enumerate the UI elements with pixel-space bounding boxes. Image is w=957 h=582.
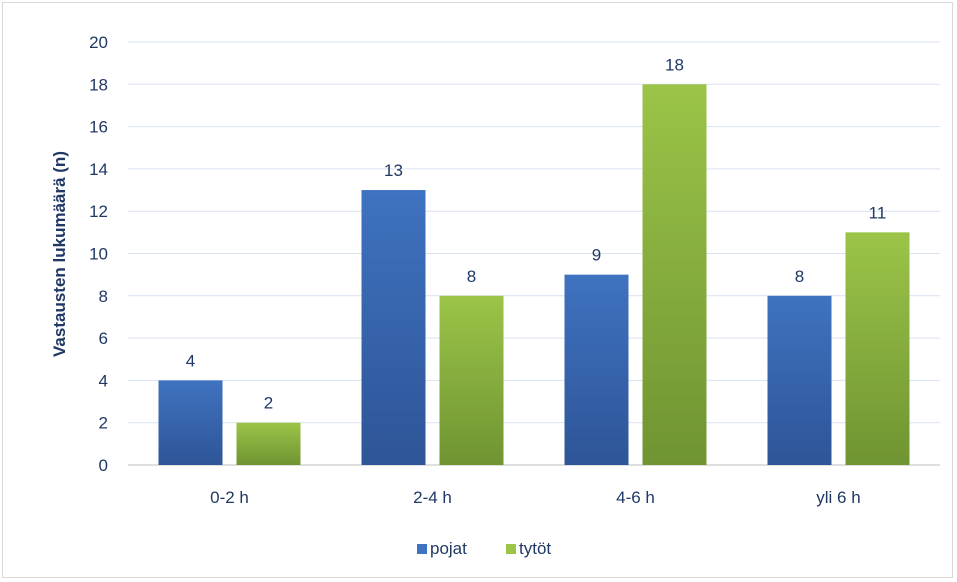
bar-pojat <box>767 295 832 465</box>
legend-label: tytöt <box>519 539 551 558</box>
y-tick-label: 0 <box>99 456 108 475</box>
bar-pojat <box>361 190 426 466</box>
y-tick-label: 2 <box>99 414 108 433</box>
y-tick-label: 12 <box>89 202 108 221</box>
y-tick-label: 8 <box>99 287 108 306</box>
bar-pojat <box>564 274 629 465</box>
bar-pojat <box>158 380 223 465</box>
y-tick-label: 14 <box>89 160 108 179</box>
legend-swatch <box>417 544 427 554</box>
data-label: 4 <box>186 351 195 370</box>
data-labels: 4 2 13 8 9 18 8 11 <box>186 55 887 412</box>
y-tick-label: 4 <box>99 371 108 390</box>
data-label: 8 <box>467 267 476 286</box>
y-tick-label: 10 <box>89 245 108 264</box>
bars <box>158 84 910 466</box>
data-label: 18 <box>665 55 684 74</box>
data-label: 11 <box>869 203 887 222</box>
data-label: 13 <box>384 161 403 180</box>
legend: pojat tytöt <box>417 539 551 558</box>
x-axis-categories: 0-2 h 2-4 h 4-6 h yli 6 h <box>210 488 861 507</box>
x-category-label: 4-6 h <box>616 488 655 507</box>
y-tick-label: 18 <box>89 75 108 94</box>
bar-tytöt <box>642 84 707 466</box>
x-category-label: 2-4 h <box>413 488 452 507</box>
y-tick-label: 6 <box>99 329 108 348</box>
y-axis-label: Vastausten lukumäärä (n) <box>50 151 69 357</box>
data-label: 8 <box>795 267 804 286</box>
bar-tytöt <box>845 232 910 465</box>
legend-swatch <box>506 544 516 554</box>
y-tick-label: 20 <box>89 33 108 52</box>
bar-tytöt <box>439 295 504 465</box>
y-axis-ticks: 0 2 4 6 8 10 12 14 16 18 20 <box>89 33 108 475</box>
data-label: 9 <box>592 246 601 265</box>
x-category-label: yli 6 h <box>816 488 860 507</box>
data-label: 2 <box>264 394 273 413</box>
bar-tytöt <box>236 422 301 465</box>
x-category-label: 0-2 h <box>210 488 249 507</box>
y-tick-label: 16 <box>89 118 108 137</box>
legend-label: pojat <box>430 539 467 558</box>
